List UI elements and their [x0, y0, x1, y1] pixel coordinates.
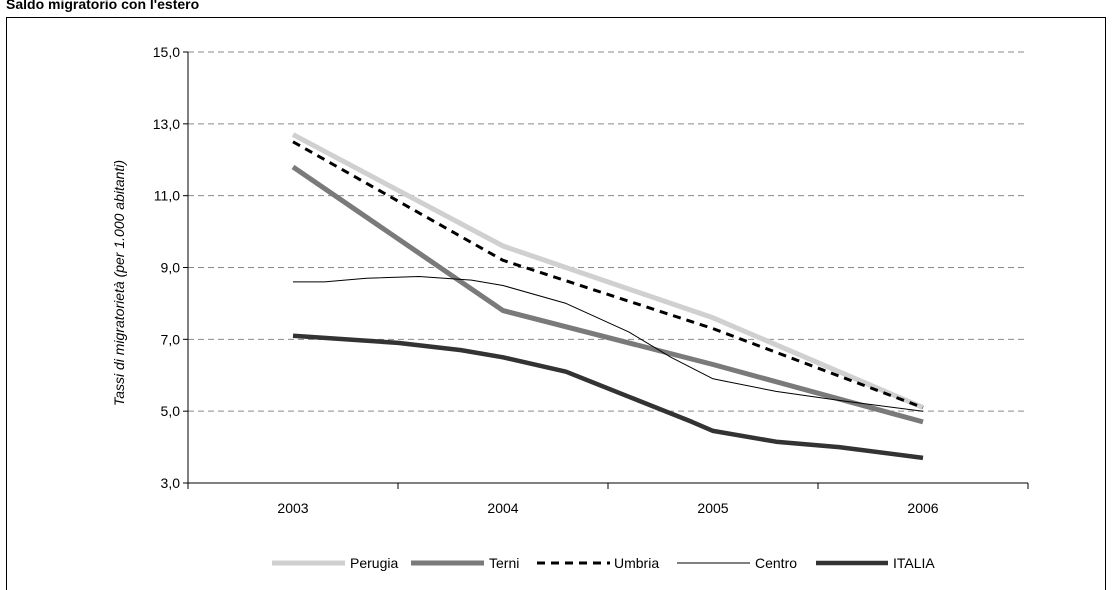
y-tick-label: 15,0 — [153, 44, 180, 60]
legend-label-centro: Centro — [755, 555, 797, 571]
y-tick-label: 13,0 — [153, 116, 180, 132]
legend-label-umbria: Umbria — [614, 555, 659, 571]
series-line-terni — [291, 164, 924, 425]
x-tick-label: 2005 — [697, 500, 728, 516]
y-tick-labels: 3,0 5,0 7,0 9,0 11,0 13,0 15,0 — [153, 44, 180, 491]
legend-label-italia: ITALIA — [893, 555, 935, 571]
chart-title: Saldo migratorio con l'estero — [6, 0, 200, 12]
x-tick-label: 2006 — [907, 500, 938, 516]
legend: Perugia Terni Umbria Centro ITALIA — [272, 555, 935, 571]
series-line-perugia — [291, 132, 924, 410]
y-tick-label: 7,0 — [161, 331, 181, 347]
legend-label-terni: Terni — [489, 555, 519, 571]
series-line-italia — [292, 333, 924, 461]
series-line-umbria — [292, 140, 924, 410]
y-tick-label: 5,0 — [161, 403, 181, 419]
x-tick-label: 2003 — [277, 500, 308, 516]
y-tick-label: 11,0 — [154, 188, 180, 204]
chart-frame — [6, 17, 1106, 590]
x-tick-labels: 2003 2004 2005 2006 — [277, 500, 938, 516]
y-axis-label: Tassi di migratorietà (per 1.000 abitant… — [111, 160, 127, 406]
legend-label-perugia: Perugia — [350, 555, 398, 571]
series-line-centro — [293, 276, 924, 412]
y-tick-label: 3,0 — [161, 475, 181, 491]
y-tick-label: 9,0 — [161, 260, 181, 276]
axes — [187, 52, 1029, 489]
x-tick-label: 2004 — [487, 500, 518, 516]
series-lines — [291, 132, 924, 461]
